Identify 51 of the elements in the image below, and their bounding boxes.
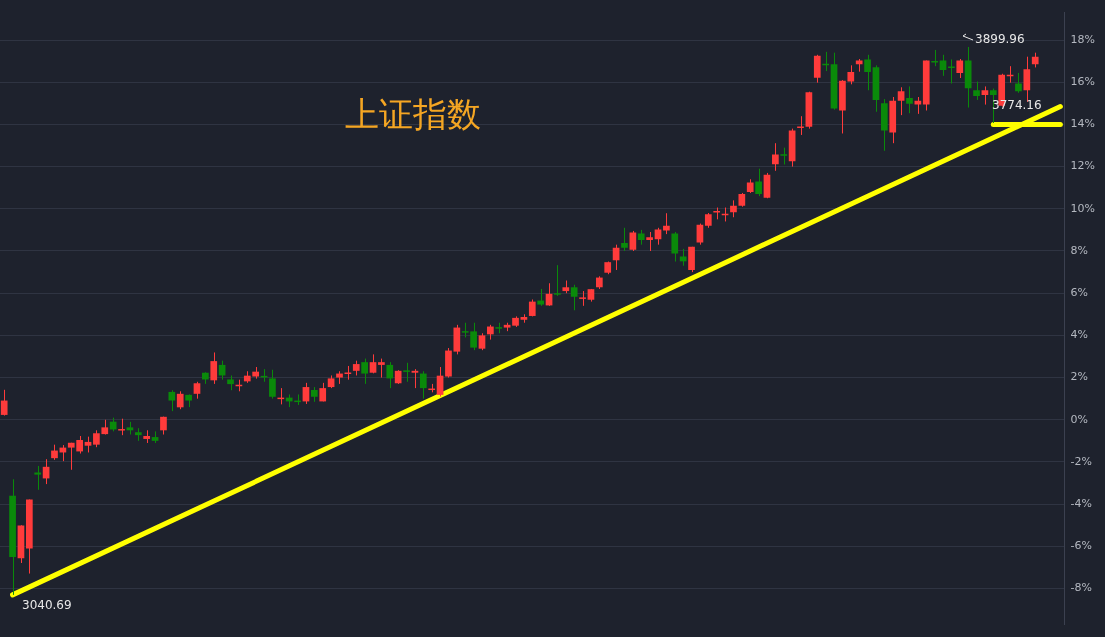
- candlestick: [864, 54, 871, 91]
- candlestick: [621, 227, 628, 252]
- candlestick: [956, 58, 964, 79]
- candlestick: [403, 362, 410, 383]
- candlestick: [419, 370, 427, 400]
- annotation: 3040.69: [22, 598, 72, 613]
- y-tick-label: -6%: [1070, 539, 1092, 553]
- y-tick-label: 10%: [1070, 201, 1095, 215]
- candlestick: [755, 168, 762, 197]
- candlestick: [629, 230, 637, 252]
- candlestick: [772, 142, 779, 172]
- y-tick-label: 6%: [1070, 286, 1088, 300]
- y-tick-label: 18%: [1070, 32, 1095, 46]
- y-tick-label: 12%: [1070, 159, 1095, 173]
- candlestick: [411, 368, 419, 389]
- candlestick: [688, 246, 695, 273]
- y-tick-label: 0%: [1070, 412, 1088, 426]
- candlestick: [663, 212, 670, 235]
- candlestick: [763, 172, 771, 199]
- candlestick: [939, 54, 947, 77]
- candlestick: [948, 58, 955, 84]
- y-tick-label: 14%: [1070, 117, 1095, 131]
- candlestick: [386, 361, 394, 389]
- y-tick-label: 4%: [1070, 328, 1088, 342]
- y-tick-label: -4%: [1070, 497, 1092, 511]
- annotation: 3899.96: [975, 32, 1025, 47]
- candlestick: [570, 284, 578, 311]
- candlestick: [168, 389, 176, 412]
- candlestick: [973, 81, 980, 101]
- candlestick: [378, 358, 385, 379]
- text: 上证指数: [345, 93, 481, 136]
- candlestick: [671, 231, 679, 263]
- candlestick: [0, 389, 8, 417]
- candlestick: [981, 85, 989, 106]
- y-tick-label: -2%: [1070, 454, 1092, 468]
- candlestick: [813, 54, 821, 84]
- candlestick: [1015, 72, 1022, 94]
- candlestick: [361, 358, 368, 385]
- candlestick: [554, 264, 561, 297]
- y-tick-label: -8%: [1070, 581, 1092, 595]
- candlestick: [210, 351, 218, 385]
- candlestick: [34, 465, 42, 491]
- candlestick: [269, 369, 276, 400]
- annotation: 3774.16: [992, 98, 1042, 113]
- candlestick: [646, 231, 653, 252]
- candlestick: [906, 85, 913, 114]
- y-tick-label: 8%: [1070, 243, 1088, 257]
- candlestick: [696, 223, 704, 246]
- candlestick: [897, 86, 905, 116]
- y-tick-label: 2%: [1070, 370, 1088, 384]
- y-tick-label: 16%: [1070, 75, 1095, 89]
